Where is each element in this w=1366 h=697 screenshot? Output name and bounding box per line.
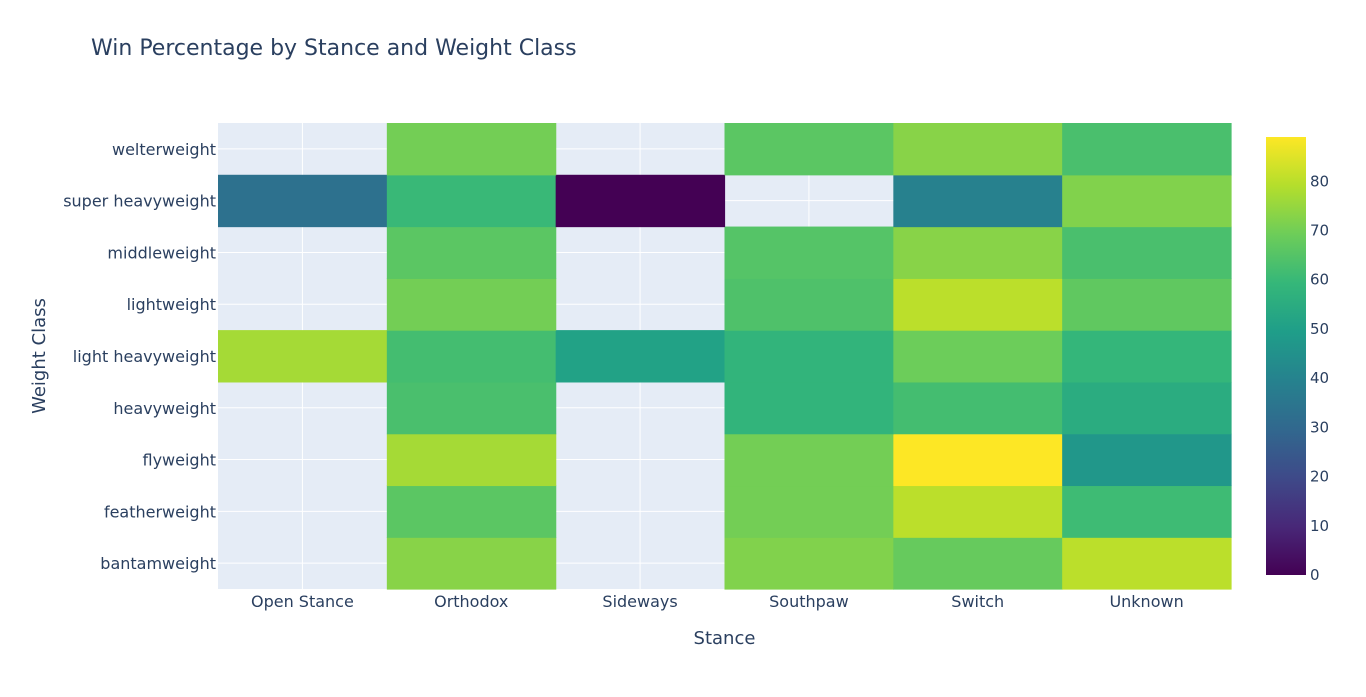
heatmap-cell — [555, 174, 726, 228]
heatmap-cell — [724, 278, 894, 331]
colorbar — [1266, 137, 1306, 575]
y-tick-label: featherweight — [104, 502, 216, 521]
heatmap-cell — [893, 485, 1063, 538]
x-tick-label: Unknown — [1109, 592, 1183, 611]
colorbar-tick-label: 80 — [1310, 172, 1329, 190]
y-tick-label: flyweight — [143, 451, 217, 470]
heatmap-cell — [1062, 226, 1232, 279]
heatmap-cell — [1062, 123, 1232, 176]
heatmap-cell — [724, 537, 894, 590]
heatmap-cell — [893, 433, 1063, 487]
heatmap-cell — [218, 330, 388, 383]
heatmap-cell — [893, 381, 1063, 435]
heatmap-cell — [386, 330, 557, 383]
heatmap-cell — [386, 537, 557, 590]
y-tick-label: lightweight — [127, 295, 216, 314]
x-tick-label: Sideways — [602, 592, 677, 611]
heatmap-cell — [218, 174, 388, 228]
heatmap-cell — [724, 381, 894, 435]
colorbar-tick-label: 30 — [1310, 418, 1329, 436]
heatmap-cell — [893, 537, 1063, 590]
y-tick-label: bantamweight — [100, 554, 216, 573]
heatmap-cell — [555, 330, 726, 383]
y-tick-label: heavyweight — [113, 399, 216, 418]
heatmap-cell — [386, 433, 557, 487]
heatmap-cell — [386, 123, 557, 176]
heatmap-cell — [1062, 485, 1232, 538]
colorbar-tick-label: 0 — [1310, 566, 1320, 584]
heatmap-cell — [893, 174, 1063, 228]
y-tick-label: middleweight — [107, 243, 216, 262]
heatmap-cell — [1062, 278, 1232, 331]
x-tick-label: Switch — [951, 592, 1004, 611]
heatmap-cell — [1062, 330, 1232, 383]
colorbar-tick-label: 40 — [1310, 369, 1329, 387]
heatmap-cell — [1062, 174, 1232, 228]
heatmap-cell — [386, 174, 557, 228]
x-tick-label: Orthodox — [434, 592, 508, 611]
heatmap-cell — [893, 330, 1063, 383]
heatmap-cell — [724, 433, 894, 487]
y-tick-label: super heavyweight — [63, 192, 216, 211]
heatmap-cell — [893, 278, 1063, 331]
y-tick-label: welterweight — [112, 140, 216, 159]
colorbar-ticks: 0 10 20 30 40 50 60 70 80 — [1310, 172, 1329, 584]
chart-title: Win Percentage by Stance and Weight Clas… — [91, 36, 577, 61]
heatmap-cell — [386, 278, 557, 331]
heatmap-cell — [1062, 381, 1232, 435]
y-axis-ticks: bantamweight featherweight flyweight heavyw… — [63, 140, 216, 573]
y-axis-title: Weight Class — [29, 298, 50, 414]
y-tick-label: light heavyweight — [73, 347, 216, 366]
heatmap-cell — [386, 485, 557, 538]
heatmap-cell — [386, 381, 557, 435]
heatmap-cell — [893, 226, 1063, 279]
heatmap-cell — [386, 226, 557, 279]
heatmap-cell — [724, 330, 894, 383]
heatmap-cell — [1062, 433, 1232, 487]
heatmap-cell — [1062, 537, 1232, 590]
x-tick-label: Open Stance — [251, 592, 354, 611]
colorbar-tick-label: 10 — [1310, 517, 1329, 535]
colorbar-tick-label: 50 — [1310, 320, 1329, 338]
x-axis-ticks: Open Stance Orthodox Sideways Southpaw Switc… — [251, 592, 1184, 611]
heatmap-cell — [724, 485, 894, 538]
heatmap-cell — [724, 226, 894, 279]
heatmap-cell — [724, 123, 894, 176]
colorbar-tick-label: 60 — [1310, 271, 1329, 289]
x-tick-label: Southpaw — [769, 592, 849, 611]
colorbar-tick-label: 70 — [1310, 222, 1329, 240]
x-axis-title: Stance — [694, 628, 756, 649]
heatmap-cell — [893, 123, 1063, 176]
colorbar-tick-label: 20 — [1310, 468, 1329, 486]
heatmap-cells — [218, 123, 1232, 590]
